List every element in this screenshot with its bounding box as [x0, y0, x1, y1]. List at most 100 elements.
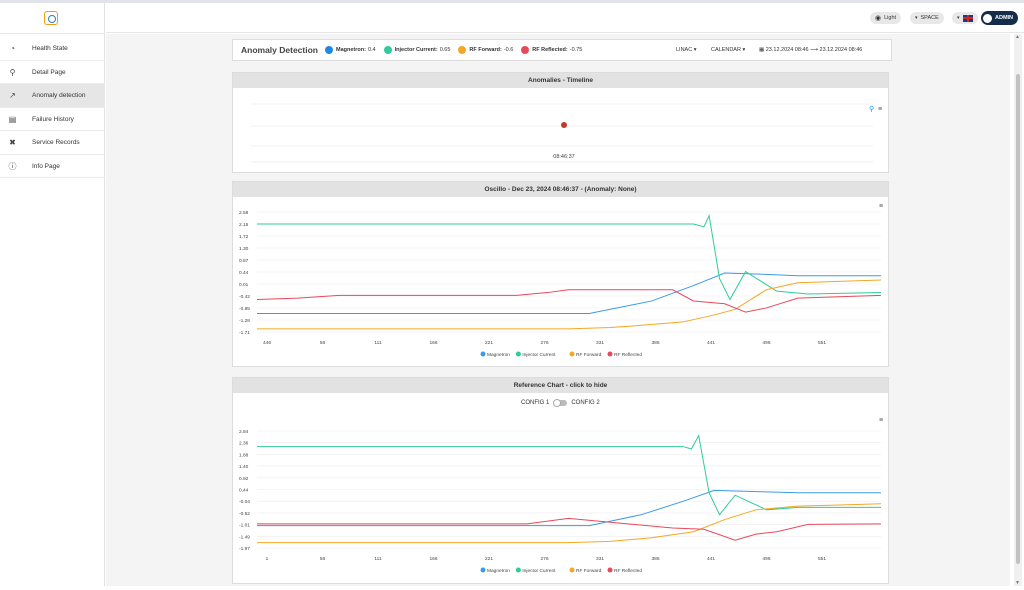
sidebar-item-info-page[interactable]: ⓘ Info Page [0, 155, 105, 178]
legend-label[interactable]: Magnetron [487, 568, 510, 574]
sidebar-item-label: Health State [32, 45, 68, 52]
legend-label[interactable]: RF Reflected [614, 352, 642, 358]
legend-dot [607, 567, 613, 573]
sidebar-item-anomaly-detection[interactable]: ↗ Anomaly detection [0, 84, 105, 108]
scrollbar-thumb[interactable] [1016, 74, 1020, 564]
series-line-magnetron[interactable] [257, 272, 881, 315]
timeline-chart: ⚲ ≡ 08:46:37 [251, 103, 882, 163]
y-tick-label: -1.01 [239, 523, 250, 529]
y-tick-label: 2.84 [239, 429, 249, 435]
date-to: 23.12.2024 08:46 [819, 47, 863, 53]
space-label: SPACE [920, 15, 939, 21]
oscillo-chart: ≡ 2.58 2.15 1.72 1.30 0.87 0.44 0.01 -0.42 -0.85… [239, 203, 883, 358]
legend-dot [480, 567, 486, 573]
legend-dot [480, 351, 486, 357]
date-from: 23.12.2024 08:46 [765, 47, 809, 53]
sidebar-item-label: Info Page [32, 162, 60, 170]
sidebar-item-detail-page[interactable]: ⚲ Detail Page [0, 61, 105, 84]
legend-dot [515, 351, 521, 357]
config1-label: CONFIG 1 [521, 400, 550, 406]
language-select[interactable]: ▾ [952, 12, 978, 24]
timeline-title: Anomalies - Timeline [233, 73, 888, 88]
x-tick-label: 441 [707, 340, 715, 346]
timeline-panel: Anomalies - Timeline ⚲ ≡ 08:46:37 [232, 72, 889, 173]
series-line-rf-reflected[interactable] [256, 289, 882, 313]
y-tick-label: -0.42 [239, 294, 250, 300]
legend-label[interactable]: Magnetron [487, 352, 510, 358]
y-tick-label: -0.04 [239, 499, 250, 505]
scroll-up-icon[interactable]: ▲ [1015, 34, 1020, 40]
sidebar-item-failure-history[interactable]: ▤ Failure History [0, 108, 105, 131]
calendar-label: CALENDAR [711, 47, 741, 53]
legend-label[interactable]: RF Forward [576, 352, 602, 358]
calendar-select[interactable]: CALENDAR ▾ [711, 47, 745, 53]
x-tick-label: 276 [540, 340, 548, 346]
y-tick-label: -0.85 [239, 306, 250, 312]
legend-label[interactable]: Injector Current [522, 568, 556, 574]
toggle-knob [553, 399, 562, 407]
legend-dot [607, 351, 613, 357]
y-tick-label: -1.28 [239, 318, 250, 324]
legend-magnetron: Magnetron: 0.4 [325, 46, 376, 54]
chevron-down-icon: ▾ [742, 47, 746, 53]
x-tick-label: 331 [596, 340, 604, 346]
x-tick-label: 221 [485, 340, 493, 346]
legend-label[interactable]: RF Reflected [614, 568, 642, 574]
y-tick-label: 2.58 [239, 210, 249, 216]
legend-name: Magnetron: [336, 47, 366, 53]
config-switch: CONFIG 1 CONFIG 2 [521, 399, 600, 407]
space-select[interactable]: ▾ SPACE [910, 12, 944, 24]
series-line-magnetron[interactable] [257, 489, 881, 527]
menu-icon[interactable]: ≡ [879, 417, 883, 424]
y-tick-label: 1.30 [239, 246, 249, 252]
sidebar-item-service-records[interactable]: ✖ Service Records [0, 131, 105, 155]
calendar-icon: ▦ [759, 47, 765, 53]
config-toggle[interactable] [553, 399, 568, 407]
anomaly-point[interactable] [561, 122, 567, 128]
legend-label[interactable]: RF Forward [576, 568, 602, 574]
menu-icon[interactable]: ≡ [879, 203, 883, 210]
app-logo[interactable] [44, 11, 58, 25]
legend-dot [325, 46, 333, 54]
x-tick-label: 1 [266, 556, 269, 562]
tools-icon: ✖ [9, 138, 16, 147]
y-tick-label: 0.44 [239, 270, 249, 276]
reference-title[interactable]: Reference Chart - click to hide [233, 378, 888, 393]
top-bar: ◉ Light ▾ SPACE ▾ ADMIN [106, 3, 1024, 33]
legend-label[interactable]: Injector Current [522, 352, 556, 358]
zoom-icon[interactable]: ⚲ [869, 105, 874, 113]
document-icon: ▤ [8, 114, 17, 124]
sidebar-item-health-state[interactable]: ◔ Health State [0, 37, 105, 61]
menu-icon[interactable]: ≡ [878, 106, 882, 113]
scroll-down-icon[interactable]: ▼ [1015, 580, 1020, 586]
x-tick-label: 551 [818, 556, 826, 562]
series-line-rf-forward[interactable] [257, 279, 882, 330]
legend-value: -0.75 [569, 47, 583, 53]
x-tick-label: 111 [374, 556, 382, 562]
arrow-right-icon: ⟶ [810, 47, 818, 53]
timeline-tick-label: 08:46:37 [553, 154, 574, 160]
theme-toggle[interactable]: ◉ Light [870, 12, 902, 24]
x-tick-label: 551 [818, 340, 826, 346]
user-menu[interactable]: ADMIN [981, 11, 1019, 25]
y-tick-label: -1.97 [239, 546, 250, 552]
legend-name: RF Reflected: [532, 47, 568, 53]
y-tick-label: -1.71 [239, 330, 250, 336]
series-line-injector-current[interactable] [257, 213, 882, 301]
series-line-rf-forward[interactable] [257, 503, 882, 544]
x-tick-label: 386 [651, 556, 659, 562]
reference-panel: Reference Chart - click to hide CONFIG 1… [232, 377, 889, 584]
gauge-icon: ◔ [10, 44, 15, 53]
date-range[interactable]: ▦ 23.12.2024 08:46 ⟶ 23.12.2024 08:46 [759, 47, 862, 53]
scrollbar[interactable]: ▲ ▼ [1014, 34, 1022, 586]
series-line-injector-current[interactable] [257, 434, 881, 516]
x-tick-label: 111 [374, 340, 382, 346]
x-tick-label: 276 [540, 556, 548, 562]
y-tick-label: 1.88 [239, 452, 249, 458]
search-icon: ⚲ [9, 67, 16, 77]
series-line-rf-reflected[interactable] [257, 517, 882, 541]
legend-name: Injector Current: [394, 47, 438, 53]
y-tick-label: 0.87 [239, 258, 249, 264]
linac-select[interactable]: LINAC ▾ [676, 47, 697, 53]
oscillo-title: Oscillo - Dec 23, 2024 08:46:37 - (Anoma… [233, 182, 888, 197]
